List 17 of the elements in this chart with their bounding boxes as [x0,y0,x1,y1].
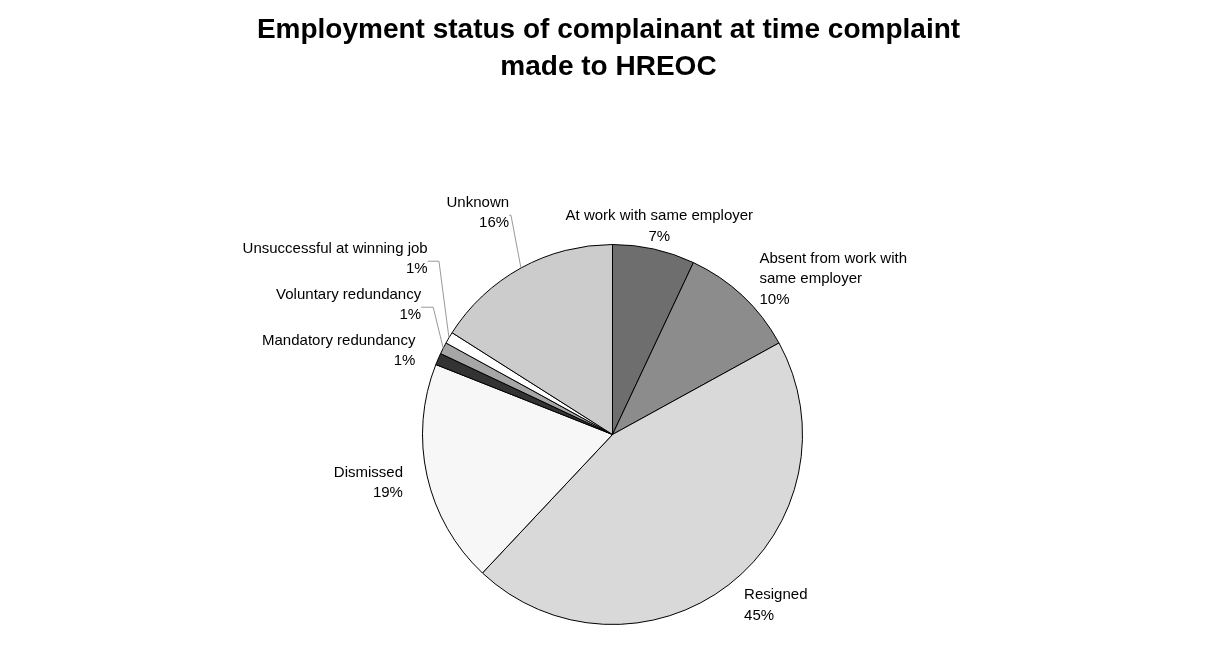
chart-title: Employment status of complainant at time complaint made to HREOC [256,12,961,81]
data-label: 16% [479,212,510,230]
data-label: 1% [393,350,416,368]
data-label: 1% [399,304,422,322]
slice-label: Unsuccessful at winning job [242,238,428,256]
slice-label: At work with same employer [565,206,754,224]
data-label: 45% [744,605,775,623]
slice-label: Resigned [744,585,808,603]
slice-label: Mandatory redundancy [262,330,416,348]
slice-label: Voluntary redundancy [276,284,422,302]
data-label: 19% [372,483,403,501]
slice-label: Dismissed [333,462,403,480]
data-label: 1% [406,258,428,276]
slice-label: Unknown [446,192,510,210]
data-label: 7% [648,226,671,244]
data-label: 10% [759,289,790,307]
slice-label: Absent from work with same employer [759,249,908,287]
